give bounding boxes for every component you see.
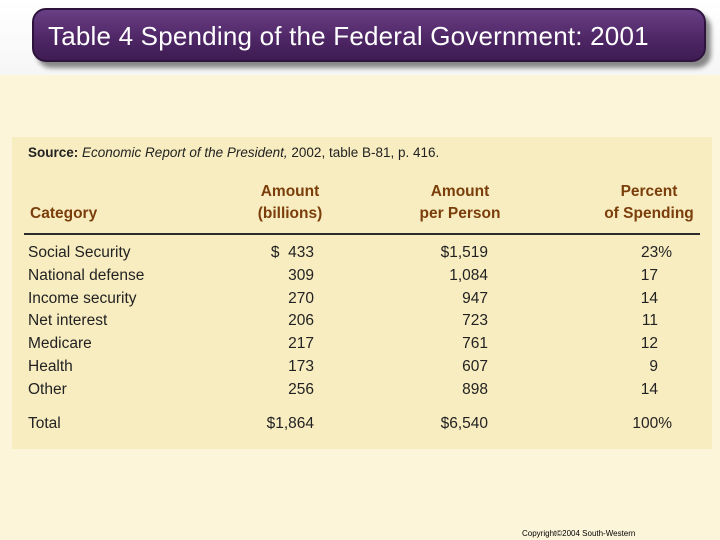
- cell-category: National defense: [28, 267, 145, 284]
- source-details: 2002, table B-81, p. 416.: [291, 145, 440, 160]
- slide-title: Table 4 Spending of the Federal Governme…: [48, 21, 649, 51]
- total-label: Total: [28, 415, 61, 432]
- header-rule: [24, 233, 700, 235]
- cell-category: Other: [28, 381, 67, 398]
- cell-category: Net interest: [28, 312, 108, 329]
- cell-amount: 173: [288, 358, 314, 375]
- source-label: Source:: [28, 145, 79, 160]
- cell-amount: 309: [288, 267, 314, 284]
- source-publication: Economic Report of the President,: [82, 145, 288, 160]
- source-note: Source: Economic Report of the President…: [28, 145, 439, 160]
- cell-percent: 11: [641, 312, 658, 329]
- title-bar: Table 4 Spending of the Federal Governme…: [32, 8, 706, 62]
- cell-per-person: 723: [462, 312, 488, 329]
- cell-per-person: $1,519: [440, 244, 488, 261]
- cell-percent: 17: [640, 267, 658, 284]
- cell-percent: 12: [640, 335, 658, 352]
- table-panel: Source: Economic Report of the President…: [12, 137, 712, 449]
- cell-amount: $ 433: [270, 244, 314, 261]
- cell-percent: 9: [649, 358, 658, 375]
- cell-category: Health: [28, 358, 73, 375]
- cell-category: Income security: [28, 290, 137, 307]
- cell-per-person: 898: [462, 381, 488, 398]
- total-per-person: $6,540: [440, 415, 488, 432]
- cell-amount: 256: [288, 381, 314, 398]
- header-amount: Amount (billions): [257, 183, 323, 222]
- cell-percent: 14: [640, 290, 658, 307]
- cell-per-person: 947: [462, 290, 488, 307]
- total-amount: $1,864: [266, 415, 314, 432]
- cell-amount: 206: [288, 312, 314, 329]
- cell-per-person: 761: [462, 335, 488, 352]
- cell-amount: 217: [288, 335, 314, 352]
- cell-percent: 23%: [640, 244, 672, 261]
- cell-per-person: 607: [462, 358, 488, 375]
- header-per-person: Amount per Person: [419, 183, 501, 222]
- header-category: Category: [30, 205, 98, 222]
- cell-category: Social Security: [28, 244, 131, 261]
- cell-per-person: 1,084: [449, 267, 488, 284]
- total-percent: 100%: [632, 415, 672, 432]
- copyright-footer: Copyright©2004 South-Western: [522, 529, 636, 538]
- cell-amount: 270: [288, 290, 314, 307]
- header-percent: Percent of Spending: [604, 183, 694, 222]
- cell-category: Medicare: [28, 335, 92, 352]
- cell-percent: 14: [640, 381, 658, 398]
